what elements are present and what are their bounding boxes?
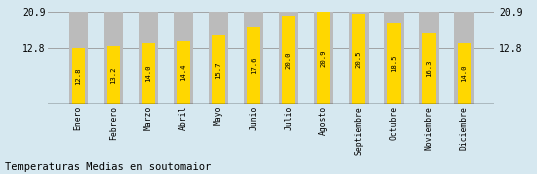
Bar [247, 27, 260, 104]
Text: 20.9: 20.9 [321, 50, 327, 67]
Bar [384, 12, 404, 104]
Bar [244, 12, 263, 104]
Bar [349, 12, 368, 104]
Bar [174, 12, 193, 104]
Bar [177, 41, 190, 104]
Bar [279, 12, 299, 104]
Text: 16.3: 16.3 [426, 60, 432, 77]
Text: 13.2: 13.2 [110, 67, 117, 84]
Bar [209, 12, 228, 104]
Bar [314, 12, 333, 104]
Text: 20.0: 20.0 [286, 52, 292, 69]
Bar [423, 33, 436, 104]
Text: 14.0: 14.0 [461, 65, 467, 82]
Bar [104, 12, 123, 104]
Bar [71, 48, 85, 104]
Text: 20.5: 20.5 [356, 50, 362, 68]
Bar [352, 14, 366, 104]
Bar [107, 46, 120, 104]
Text: 14.4: 14.4 [180, 64, 186, 81]
Text: Temperaturas Medias en soutomaior: Temperaturas Medias en soutomaior [5, 162, 212, 172]
Bar [282, 16, 295, 104]
Bar [454, 12, 474, 104]
Bar [139, 12, 158, 104]
Bar [212, 35, 225, 104]
Text: 18.5: 18.5 [391, 55, 397, 72]
Bar [387, 23, 401, 104]
Bar [317, 12, 330, 104]
Bar [458, 43, 471, 104]
Bar [419, 12, 439, 104]
Text: 17.6: 17.6 [251, 57, 257, 74]
Text: 15.7: 15.7 [215, 61, 222, 78]
Bar [142, 43, 155, 104]
Text: 12.8: 12.8 [75, 68, 81, 85]
Text: 14.0: 14.0 [146, 65, 151, 82]
Bar [69, 12, 88, 104]
